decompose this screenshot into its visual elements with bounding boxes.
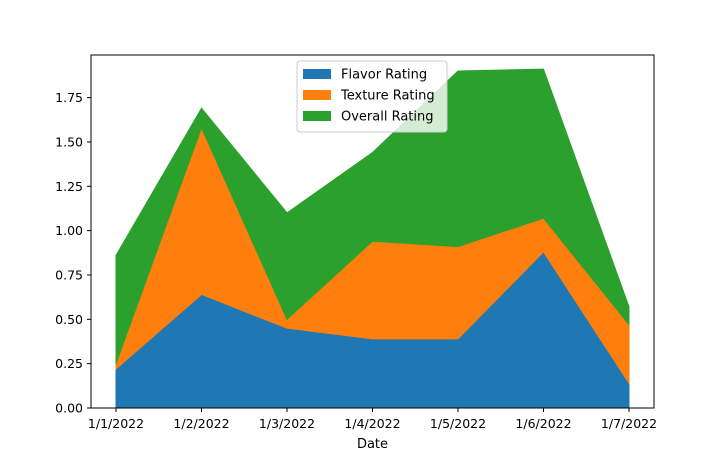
x-tick-label: 1/1/2022 <box>88 416 144 431</box>
x-tick-label: 1/2/2022 <box>173 416 229 431</box>
legend-swatch <box>303 69 331 79</box>
legend-box <box>296 60 448 133</box>
x-tick-label: 1/3/2022 <box>259 416 315 431</box>
area-overall-rating <box>115 68 630 364</box>
y-tick-label: 1.50 <box>55 134 83 149</box>
legend-swatch <box>303 111 331 121</box>
x-tick-label: 1/7/2022 <box>601 416 657 431</box>
y-tick-label: 1.00 <box>55 223 83 238</box>
x-axis: 1/1/2022 1/2/2022 1/3/2022 1/4/2022 1/5/2022… <box>88 408 657 431</box>
x-axis-label: Date <box>357 437 388 452</box>
y-tick-label: 0.50 <box>55 312 83 327</box>
x-tick-label: 1/4/2022 <box>344 416 400 431</box>
legend-label: Flavor Rating <box>341 68 427 83</box>
y-tick-label: 1.25 <box>55 179 83 194</box>
legend-label: Overall Rating <box>341 110 434 125</box>
legend-label: Texture Rating <box>340 89 435 104</box>
y-tick-label: 0.25 <box>55 356 83 371</box>
y-tick-label: 1.75 <box>55 90 83 105</box>
x-tick-label: 1/5/2022 <box>430 416 486 431</box>
y-tick-label: 0.00 <box>55 401 83 416</box>
x-tick-label: 1/6/2022 <box>515 416 571 431</box>
legend-swatch <box>303 90 331 100</box>
y-tick-label: 0.75 <box>55 267 83 282</box>
y-axis: 0.00 0.25 0.50 0.75 1.00 1.25 1.50 1.75 <box>55 90 91 416</box>
legend: Flavor Rating Texture Rating Overall Ratin… <box>296 60 448 133</box>
